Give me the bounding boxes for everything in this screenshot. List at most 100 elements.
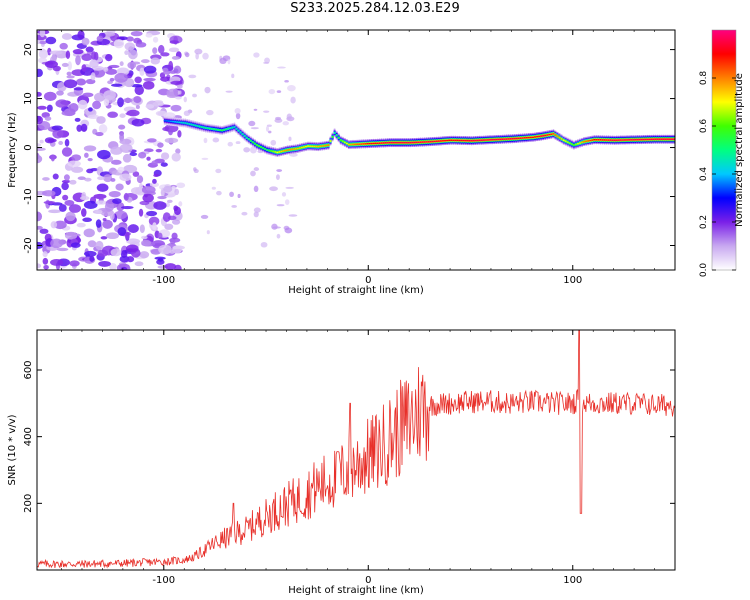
ridge-segment bbox=[364, 143, 367, 145]
ridge-segment bbox=[462, 139, 465, 142]
noise-blob bbox=[103, 174, 113, 183]
ridge-segment bbox=[576, 142, 580, 145]
noise-blob bbox=[149, 182, 160, 188]
ridge-segment bbox=[638, 138, 641, 141]
noise-blob bbox=[152, 47, 158, 55]
noise-blob bbox=[132, 171, 140, 177]
noise-blob bbox=[75, 78, 87, 86]
ridge-segment bbox=[648, 138, 651, 141]
noise-blob bbox=[195, 52, 199, 60]
noise-blob bbox=[263, 110, 270, 113]
ridge-segment bbox=[521, 137, 524, 139]
noise-blob bbox=[152, 178, 157, 184]
noise-blob bbox=[124, 50, 129, 56]
ridge-segment bbox=[184, 122, 187, 124]
noise-blob bbox=[102, 217, 107, 222]
colorbar-tick-label: 0.6 bbox=[699, 119, 709, 134]
noise-blob bbox=[165, 202, 170, 208]
noise-blob bbox=[177, 90, 182, 95]
noise-blob bbox=[119, 255, 130, 263]
noise-blob bbox=[168, 60, 174, 71]
noise-blob bbox=[61, 179, 71, 184]
ridge-segment bbox=[525, 136, 528, 139]
noise-blob bbox=[234, 108, 241, 114]
noise-blob bbox=[95, 200, 107, 205]
ridge-segment bbox=[480, 139, 483, 142]
noise-blob bbox=[105, 53, 113, 62]
ridge-segment bbox=[392, 141, 396, 144]
ridge-segment bbox=[370, 142, 373, 145]
noise-blob bbox=[287, 85, 296, 92]
ridge-segment bbox=[630, 139, 633, 141]
noise-blob bbox=[38, 57, 48, 64]
ridge-segment bbox=[644, 138, 647, 141]
noise-blob bbox=[83, 228, 95, 238]
ridge-segment bbox=[464, 139, 467, 142]
ridge-segment bbox=[486, 139, 490, 141]
noise-blob bbox=[83, 145, 97, 152]
ridge-segment bbox=[233, 126, 236, 128]
noise-blob bbox=[155, 148, 163, 153]
noise-blob bbox=[43, 91, 57, 102]
ridge-segment bbox=[335, 134, 338, 137]
noise-blob bbox=[52, 173, 59, 180]
noise-blob bbox=[152, 222, 157, 231]
noise-blob bbox=[39, 228, 49, 234]
ridge-segment bbox=[548, 133, 551, 136]
ridge-segment bbox=[531, 136, 535, 139]
noise-blob bbox=[109, 77, 115, 82]
noise-blob bbox=[160, 52, 170, 57]
snr-frame bbox=[36, 329, 676, 571]
noise-blob bbox=[201, 157, 209, 161]
ridge-segment bbox=[394, 141, 398, 144]
noise-blob bbox=[100, 236, 108, 240]
noise-blob bbox=[95, 240, 104, 251]
noise-blob bbox=[235, 141, 241, 145]
noise-blob bbox=[157, 44, 165, 54]
ridge-segment bbox=[304, 145, 308, 148]
noise-blob bbox=[140, 59, 150, 64]
ridge-segment bbox=[646, 138, 649, 141]
ridge-segment bbox=[288, 148, 291, 151]
ridge-segment bbox=[165, 120, 169, 122]
ridge-segment bbox=[613, 139, 616, 142]
noise-blob bbox=[290, 96, 296, 104]
noise-blob bbox=[288, 214, 298, 217]
spectrogram-xtick-label: 100 bbox=[563, 275, 582, 286]
ridge-segment bbox=[542, 134, 545, 137]
spectrogram-xtick-label: 0 bbox=[365, 275, 371, 286]
noise-blob bbox=[50, 259, 64, 266]
noise-blob bbox=[46, 104, 53, 112]
noise-blob bbox=[173, 205, 179, 212]
noise-blob bbox=[126, 244, 139, 253]
noise-blob bbox=[69, 260, 80, 267]
ridge-segment bbox=[634, 138, 637, 141]
noise-blob bbox=[253, 211, 259, 218]
noise-blob bbox=[42, 251, 48, 258]
noise-blob bbox=[39, 30, 46, 38]
noise-blob bbox=[95, 131, 104, 137]
noise-blob bbox=[289, 152, 298, 157]
ridge-segment bbox=[636, 138, 639, 141]
ridge-segment bbox=[263, 148, 267, 150]
ridge-segment bbox=[535, 135, 539, 138]
ridge-segment bbox=[206, 127, 209, 130]
ridge-segment bbox=[245, 136, 248, 139]
ridge-segment bbox=[423, 141, 426, 143]
ridge-segment bbox=[407, 141, 410, 144]
ridge-segment bbox=[580, 141, 584, 144]
chart-title: S233.2025.284.12.03.E29 bbox=[290, 1, 460, 16]
ridge-segment bbox=[527, 136, 530, 139]
ridge-segment bbox=[376, 142, 379, 145]
noise-blob bbox=[52, 129, 64, 139]
ridge-segment bbox=[625, 139, 629, 141]
noise-blob bbox=[142, 193, 154, 203]
ridge-segment bbox=[302, 146, 306, 148]
ridge-segment bbox=[605, 139, 608, 141]
ridge-segment bbox=[589, 139, 592, 142]
noise-blob bbox=[177, 130, 182, 138]
spectrogram-ytick-label: -20 bbox=[23, 237, 34, 253]
ridge-segment bbox=[611, 139, 614, 141]
noise-blob bbox=[114, 72, 128, 83]
